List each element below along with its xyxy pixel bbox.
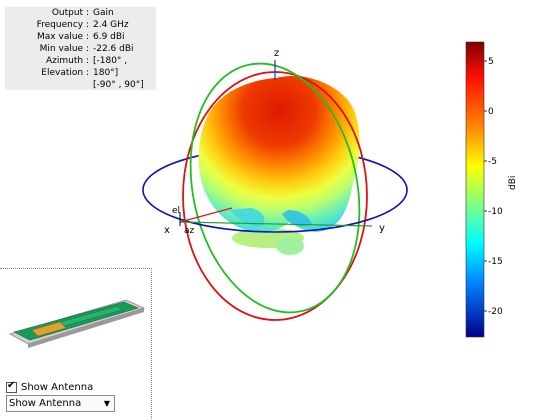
info-elevation-key: Elevation :: [41, 68, 89, 78]
great-circle-yz: [189, 62, 361, 314]
checkmark-icon: ✔: [7, 380, 16, 391]
colorbar-tick-label: -15: [488, 257, 503, 267]
el-label: el: [172, 206, 180, 216]
colorbar-tick-label: -5: [488, 157, 497, 167]
lobe-main: [198, 76, 360, 233]
colorbar-unit-label: dBi: [508, 176, 518, 190]
info-elevation-value: 180°]: [93, 68, 119, 78]
lobe-lower-patch: [230, 208, 265, 227]
colorbar-ticks: 5 0 -5 -10 -15 -20: [484, 57, 503, 317]
antenna-view: [8, 299, 146, 348]
info-min-key: Min value :: [39, 44, 89, 54]
show-antenna-label: Show Antenna: [21, 382, 94, 393]
info-azimuth-key: Azimuth :: [46, 56, 89, 66]
x-axis-label: x: [164, 225, 170, 236]
show-antenna-checkbox[interactable]: ✔: [6, 380, 17, 393]
info-row-output: Output : Gain: [5, 7, 156, 19]
info-azimuth-value: [-180° ,: [93, 56, 128, 66]
great-circle-xy-front: [142, 189, 408, 233]
info-row-max: Max value : 6.9 dBi: [5, 31, 156, 43]
show-antenna-checkbox-row[interactable]: ✔ Show Antenna: [6, 380, 94, 394]
info-panel: Output : Gain Frequency : 2.4 GHz Max va…: [5, 7, 156, 90]
info-row-min: Min value : -22.6 dBi: [5, 43, 156, 55]
antenna-inset: [0, 268, 152, 419]
y-axis-label: y: [379, 223, 385, 234]
lobe-lower-patch-2: [282, 210, 312, 227]
dropdown-value: Show Antenna: [9, 398, 82, 409]
colorbar: [465, 41, 485, 338]
info-output-value: Gain: [93, 8, 114, 18]
info-row-elevation: Elevation : 180°]: [5, 67, 156, 79]
colorbar-tick-label: -10: [488, 207, 503, 217]
antenna-view-dropdown[interactable]: Show Antenna ▼: [6, 395, 115, 412]
info-range-value: [-90° , 90°]: [93, 80, 144, 90]
radiation-pattern-lobe: [198, 76, 360, 255]
x-axis-line: [179, 207, 233, 223]
az-label: az: [184, 226, 195, 236]
antenna-base-side: [28, 308, 144, 348]
info-frequency-key: Frequency :: [36, 20, 89, 30]
info-row-frequency: Frequency : 2.4 GHz: [5, 19, 156, 31]
antenna-trace: [59, 305, 123, 327]
antenna-pad: [31, 321, 67, 337]
info-frequency-value: 2.4 GHz: [93, 20, 129, 30]
info-max-key: Max value :: [37, 32, 89, 42]
y-axis-line: [179, 221, 373, 227]
colorbar-tick-label: -20: [488, 307, 503, 317]
colorbar-tick-label: 0: [488, 107, 494, 117]
info-min-value: -22.6 dBi: [93, 44, 134, 54]
chevron-down-icon: ▼: [103, 399, 110, 408]
z-axis-label: z: [274, 48, 279, 59]
info-row-azimuth: Azimuth : [-180° ,: [5, 55, 156, 67]
lobe-bottom-center: [276, 237, 304, 255]
info-output-key: Output :: [51, 8, 89, 18]
colorbar-tick-label: 5: [488, 57, 494, 67]
info-max-value: 6.9 dBi: [93, 32, 125, 42]
info-row-range: [-90° , 90°]: [5, 79, 156, 91]
